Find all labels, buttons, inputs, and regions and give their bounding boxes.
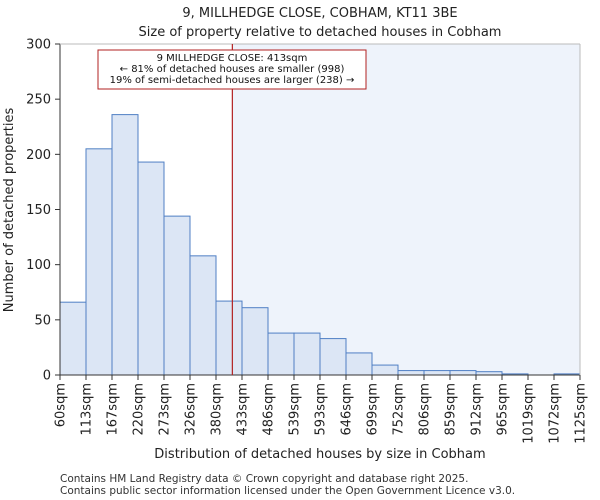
histogram-bar-273sqm — [163, 215, 191, 376]
x-tick-label-859sqm: 859sqm — [444, 383, 459, 436]
y-tick-label-50: 50 — [34, 313, 51, 328]
x-tick-label-806sqm: 806sqm — [418, 383, 433, 436]
x-tick-label-486sqm: 486sqm — [262, 383, 277, 436]
histogram-bar-806sqm — [423, 370, 451, 376]
histogram-bar-699sqm — [371, 364, 399, 376]
histogram-bar-60sqm — [59, 301, 87, 376]
x-tick-label-1019sqm: 1019sqm — [522, 383, 537, 444]
histogram-bar-646sqm — [345, 352, 373, 376]
annotation-line-3: 19% of semi-detached houses are larger (… — [110, 75, 355, 86]
histogram-bar-220sqm — [137, 161, 165, 376]
x-tick-label-60sqm: 60sqm — [54, 383, 69, 427]
annotation-line-2: ← 81% of detached houses are smaller (99… — [120, 64, 345, 75]
y-tick-label-200: 200 — [26, 148, 51, 163]
x-tick-label-220sqm: 220sqm — [132, 383, 147, 436]
x-tick-label-593sqm: 593sqm — [314, 383, 329, 436]
x-tick-label-326sqm: 326sqm — [184, 383, 199, 436]
plot-area — [59, 43, 581, 376]
footer-line-2: Contains public sector information licen… — [60, 485, 516, 497]
histogram-bar-380sqm — [215, 300, 243, 376]
x-axis-label: Distribution of detached houses by size … — [154, 447, 485, 462]
x-tick-label-752sqm: 752sqm — [392, 383, 407, 436]
x-tick-label-1072sqm: 1072sqm — [548, 383, 563, 444]
x-axis-ticks: 60sqm 113sqm 167sqm 220sqm 273sqm 326sqm 380sq… — [54, 375, 589, 444]
x-tick-label-699sqm: 699sqm — [366, 383, 381, 436]
y-tick-label-100: 100 — [26, 258, 51, 273]
y-tick-label-300: 300 — [26, 38, 51, 53]
histogram-bar-486sqm — [267, 332, 295, 376]
histogram-bar-433sqm — [241, 307, 269, 376]
chart-title: 9, MILLHEDGE CLOSE, COBHAM, KT11 3BE — [182, 6, 457, 21]
x-tick-label-113sqm: 113sqm — [80, 383, 95, 436]
histogram-bar-167sqm — [111, 114, 139, 376]
histogram-bar-859sqm — [449, 370, 477, 376]
y-axis-label: Number of detached properties — [2, 108, 17, 313]
highlight-region — [232, 44, 580, 375]
histogram-bar-326sqm — [189, 255, 217, 376]
footer-line-1: Contains HM Land Registry data © Crown c… — [60, 473, 469, 485]
x-tick-label-167sqm: 167sqm — [106, 383, 121, 436]
chart-subtitle: Size of property relative to detached ho… — [139, 25, 502, 40]
annotation-frame — [97, 49, 367, 90]
y-tick-label-250: 250 — [26, 93, 51, 108]
histogram-bar-593sqm — [319, 338, 347, 376]
y-tick-label-0: 0 — [43, 369, 51, 384]
annotation-line-1: 9 MILLHEDGE CLOSE: 413sqm — [157, 53, 308, 64]
x-tick-label-273sqm: 273sqm — [158, 383, 173, 436]
x-tick-label-965sqm: 965sqm — [496, 383, 511, 436]
x-tick-label-380sqm: 380sqm — [210, 383, 225, 436]
x-tick-label-646sqm: 646sqm — [340, 383, 355, 436]
histogram-bar-539sqm — [293, 332, 321, 376]
x-tick-label-1125sqm: 1125sqm — [574, 383, 589, 444]
y-axis-ticks: 0 50 100 150 200 250 300 — [26, 38, 60, 384]
y-tick-label-150: 150 — [26, 203, 51, 218]
x-tick-label-433sqm: 433sqm — [236, 383, 251, 436]
x-tick-label-912sqm: 912sqm — [470, 383, 485, 436]
histogram-bar-113sqm — [85, 148, 113, 376]
x-tick-label-539sqm: 539sqm — [288, 383, 303, 436]
histogram-bar-752sqm — [397, 370, 425, 376]
annotation-box: 9 MILLHEDGE CLOSE: 413sqm ← 81% of detac… — [97, 49, 367, 90]
